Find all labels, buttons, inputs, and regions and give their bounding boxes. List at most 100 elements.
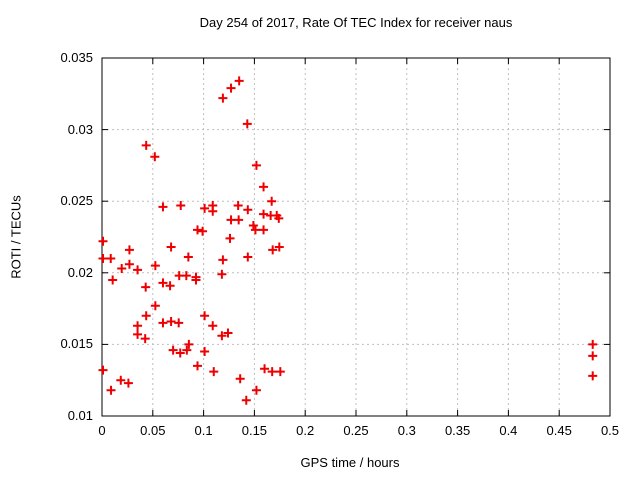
x-tick-label: 0.5 <box>600 423 620 438</box>
data-point-marker <box>141 282 151 292</box>
data-point-marker <box>184 339 194 349</box>
data-point-marker <box>193 361 203 371</box>
y-tick-label: 0.015 <box>60 336 93 352</box>
data-point-marker <box>274 242 284 252</box>
data-point-marker <box>218 93 228 103</box>
data-point-marker <box>243 252 253 262</box>
data-point-marker <box>242 119 252 129</box>
data-point-marker <box>218 255 228 265</box>
data-point-marker <box>168 345 178 355</box>
data-point-marker <box>259 182 269 192</box>
x-tick-label: 0.2 <box>296 423 315 438</box>
data-point-marker <box>106 385 116 395</box>
data-point-marker <box>259 225 269 235</box>
data-point-marker <box>226 215 236 225</box>
data-point-marker <box>191 275 201 285</box>
data-point-marker <box>166 242 176 252</box>
data-point-marker <box>174 318 184 328</box>
x-tick-label: 0.45 <box>546 423 572 438</box>
data-point-marker <box>209 367 219 377</box>
data-point-marker <box>200 347 210 357</box>
data-point-marker <box>259 209 269 219</box>
data-point-marker <box>200 311 210 321</box>
chart-title: Day 254 of 2017, Rate Of TEC Index for r… <box>199 15 513 30</box>
x-tick-label: 0.3 <box>397 423 416 438</box>
data-point-marker <box>275 367 285 377</box>
data-point-marker <box>133 329 143 339</box>
data-point-marker <box>182 345 192 355</box>
data-point-marker <box>233 200 243 210</box>
x-tick-label: 0.4 <box>499 423 518 438</box>
data-point-marker <box>158 318 168 328</box>
data-point-marker <box>268 245 278 255</box>
data-point-marker <box>124 245 134 255</box>
data-point-marker <box>150 301 160 311</box>
y-tick-label: 0.03 <box>67 121 93 137</box>
data-point-marker <box>217 269 227 279</box>
x-tick-label: 0 <box>98 423 106 438</box>
data-point-marker <box>141 140 151 150</box>
data-point-marker <box>150 152 160 162</box>
data-point-marker <box>198 226 208 236</box>
data-point-marker <box>260 364 270 374</box>
x-axis-title: GPS time / hours <box>300 455 400 470</box>
data-point-marker <box>133 321 143 331</box>
y-tick-label: 0.025 <box>60 193 93 209</box>
data-point-marker <box>183 252 193 262</box>
data-point-marker <box>158 202 168 212</box>
x-tick-label: 0.1 <box>194 423 213 438</box>
data-point-marker <box>241 395 251 405</box>
data-point-marker <box>588 371 598 381</box>
data-point-marker <box>193 225 203 235</box>
data-point-marker <box>250 225 260 235</box>
data-point-marker <box>98 236 108 246</box>
y-tick-label: 0.035 <box>60 50 93 65</box>
y-tick-label: 0.02 <box>67 264 93 280</box>
data-point-marker <box>223 328 233 338</box>
data-point-marker <box>150 261 160 271</box>
x-tick-label: 0.15 <box>241 423 268 438</box>
data-point-marker <box>588 339 598 349</box>
data-point-marker <box>124 259 134 269</box>
x-tick-label: 0.05 <box>140 423 166 438</box>
data-point-marker <box>588 351 598 361</box>
data-point-marker <box>181 271 191 281</box>
data-point-marker <box>251 385 261 395</box>
data-point-marker <box>248 221 258 231</box>
data-point-marker <box>176 200 186 210</box>
x-tick-label: 0.35 <box>444 423 471 438</box>
data-point-marker <box>98 253 108 263</box>
data-point-marker <box>226 83 236 93</box>
data-point-marker <box>141 311 151 321</box>
data-point-marker <box>208 206 218 216</box>
data-point-marker <box>200 203 210 213</box>
data-point-marker <box>165 281 175 291</box>
data-point-marker <box>235 374 245 384</box>
data-point-marker <box>234 215 244 225</box>
data-point-marker <box>267 196 277 206</box>
data-point-marker <box>123 378 133 388</box>
data-point-marker <box>166 316 176 326</box>
data-point-marker <box>133 265 143 275</box>
data-point-marker <box>106 253 116 263</box>
data-point-marker <box>243 205 253 215</box>
data-point-marker <box>98 365 108 375</box>
data-point-marker <box>158 278 168 288</box>
data-point-marker <box>108 275 118 285</box>
data-point-marker <box>274 213 284 223</box>
x-tick-label: 0.25 <box>343 423 369 438</box>
data-point-marker <box>234 76 244 86</box>
data-point-marker <box>217 331 227 341</box>
plot-border <box>101 57 611 417</box>
data-point-marker <box>140 334 150 344</box>
data-point-marker <box>251 160 261 170</box>
data-point-marker <box>208 321 218 331</box>
data-point-marker <box>117 264 127 274</box>
data-point-marker <box>116 375 126 385</box>
y-tick-label: 0.01 <box>67 408 93 423</box>
data-point-marker <box>267 367 277 377</box>
data-point-marker <box>175 348 185 358</box>
data-point-marker <box>225 233 235 243</box>
